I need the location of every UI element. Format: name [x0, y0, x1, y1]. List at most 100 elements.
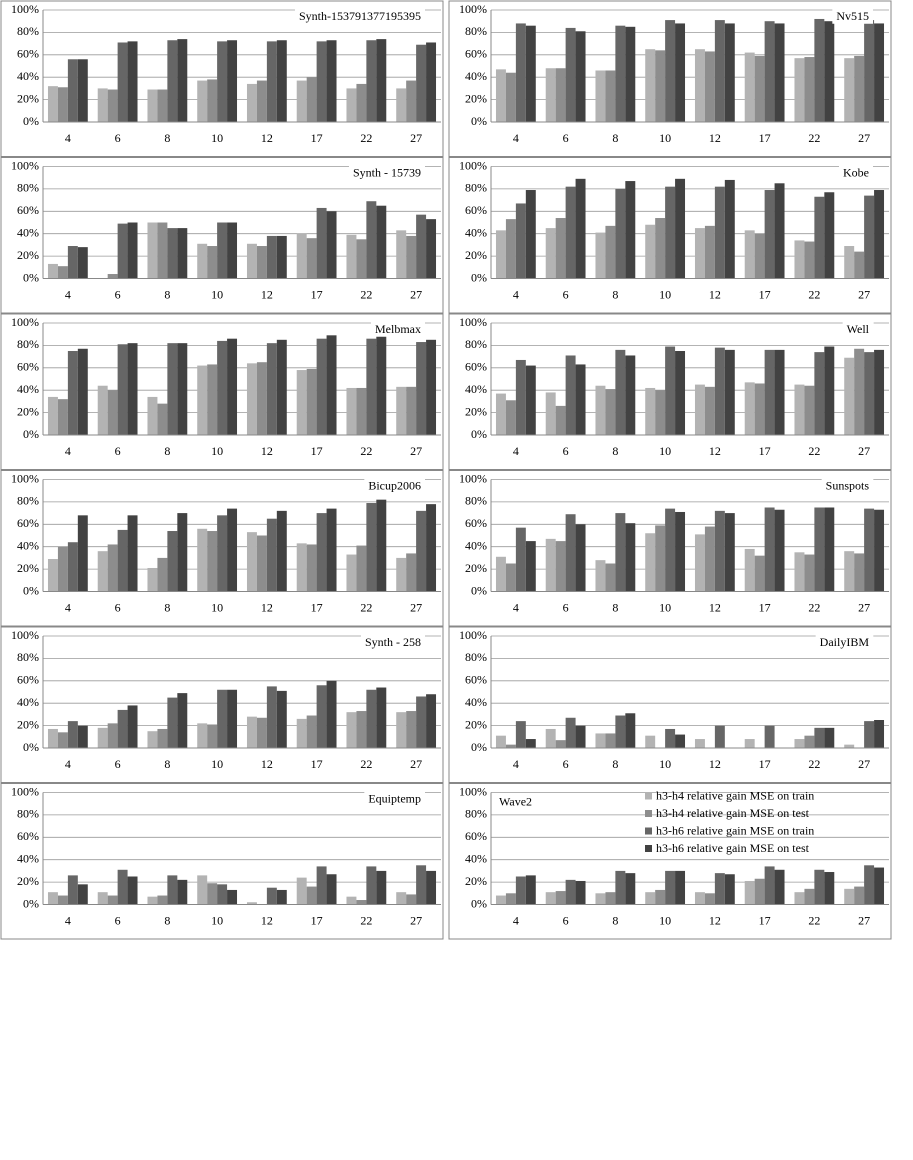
bar: [615, 188, 626, 279]
bar: [545, 538, 556, 592]
bar: [814, 727, 825, 748]
chart-panel: 0% 20% 40% 60% 80% 100% 4 6 8 10 12 17 22 27 Bicup2006: [0, 470, 444, 627]
x-tick-label: 6: [563, 444, 569, 458]
y-tick-label: 100%: [459, 315, 487, 329]
x-tick-label: 8: [164, 600, 170, 614]
panel-frame: [448, 626, 892, 783]
bar: [665, 728, 676, 748]
x-tick-label: 10: [659, 287, 671, 301]
y-tick-label: 100%: [11, 315, 39, 329]
bar: [197, 528, 208, 592]
x-tick-label: 10: [211, 757, 223, 771]
x-tick-label: 10: [659, 131, 671, 145]
bar: [147, 396, 158, 435]
bar: [724, 23, 735, 122]
bar: [167, 531, 178, 592]
bar: [426, 42, 437, 123]
chart-title: Equiptemp: [368, 791, 421, 805]
bar: [764, 190, 775, 279]
bar: [545, 728, 556, 748]
title-background: [360, 633, 425, 650]
bar: [874, 190, 885, 279]
bar: [824, 727, 835, 748]
legend-swatch: [645, 792, 652, 800]
bar: [595, 560, 606, 592]
bar: [316, 866, 327, 905]
y-tick-label: 20%: [465, 91, 487, 105]
bar: [316, 513, 327, 592]
title-background: [348, 164, 425, 181]
bar: [605, 563, 616, 592]
bar: [694, 739, 705, 748]
y-tick-label: 80%: [465, 807, 487, 821]
bar: [844, 357, 855, 435]
bar: [157, 222, 168, 279]
x-tick-label: 10: [659, 600, 671, 614]
bar: [555, 740, 566, 748]
bar: [694, 892, 705, 905]
x-tick-label: 27: [858, 131, 870, 145]
bar: [605, 70, 616, 122]
bar: [754, 878, 765, 905]
bar: [714, 725, 725, 748]
bar: [874, 509, 885, 592]
legend-swatch: [645, 810, 652, 817]
bar: [227, 889, 238, 905]
bar: [266, 41, 277, 122]
chart-title: Synth - 15739: [353, 165, 421, 179]
bar: [356, 545, 367, 592]
bar: [157, 895, 168, 905]
x-tick-label: 12: [709, 287, 721, 301]
bar: [545, 228, 556, 279]
bar: [107, 723, 118, 748]
bar: [147, 567, 158, 592]
chart-title: Synth-153791377195395: [299, 9, 421, 23]
x-tick-label: 22: [360, 600, 372, 614]
x-tick-label: 4: [65, 131, 71, 145]
bar: [525, 875, 536, 905]
bar: [764, 507, 775, 592]
x-tick-label: 4: [513, 757, 519, 771]
bar: [505, 400, 516, 435]
y-tick-label: 20%: [465, 248, 487, 262]
bar: [127, 41, 138, 122]
x-tick-label: 6: [563, 131, 569, 145]
bar: [555, 891, 566, 905]
bar: [406, 553, 417, 592]
legend-label: h3-h6 relative gain MSE on train: [656, 823, 814, 837]
bar: [515, 203, 526, 279]
x-tick-label: 6: [115, 444, 121, 458]
x-tick-label: 17: [759, 913, 771, 927]
y-tick-label: 60%: [17, 47, 39, 61]
y-tick-label: 40%: [465, 382, 487, 396]
bar: [406, 386, 417, 435]
y-tick-label: 20%: [465, 404, 487, 418]
bar: [675, 23, 686, 122]
bar: [227, 222, 238, 279]
x-tick-label: 6: [115, 757, 121, 771]
bar: [764, 725, 775, 748]
bar: [376, 205, 387, 279]
bar: [97, 385, 108, 435]
bar: [177, 879, 188, 905]
y-tick-label: 20%: [465, 561, 487, 575]
bar: [396, 230, 407, 279]
bar: [207, 883, 218, 905]
y-tick-label: 20%: [465, 717, 487, 731]
bar: [217, 222, 228, 279]
bar: [515, 527, 526, 592]
bar: [316, 207, 327, 279]
bar: [296, 233, 307, 279]
title-background: [842, 320, 874, 337]
chart-title: Synth - 258: [365, 635, 421, 649]
chart-panel: 0% 20% 40% 60% 80% 100% 4 6 8 10 12 17 22 27 Well: [448, 313, 892, 470]
bar: [346, 554, 357, 592]
y-tick-label: 40%: [465, 538, 487, 552]
bar: [545, 892, 556, 905]
bar: [655, 889, 666, 905]
bar: [645, 224, 656, 279]
bar: [854, 553, 865, 592]
bar: [645, 892, 656, 905]
bar: [346, 896, 357, 905]
bar: [495, 230, 506, 279]
